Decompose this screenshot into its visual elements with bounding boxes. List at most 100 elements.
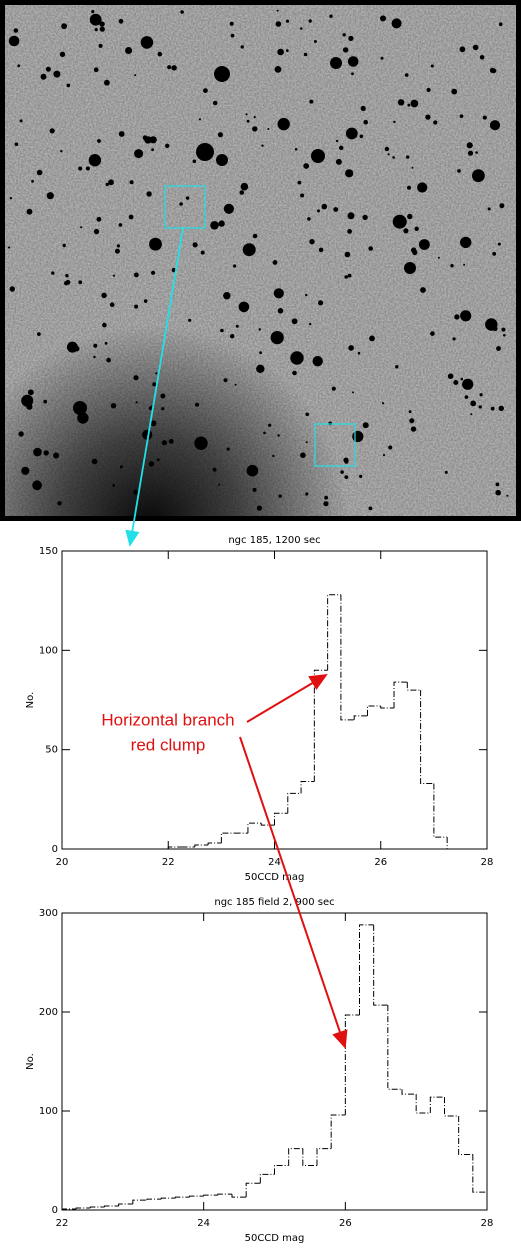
star [297, 180, 302, 185]
y-axis-label: No. [25, 1053, 36, 1070]
histogram-bin [330, 1114, 346, 1149]
x-tick-label: 26 [339, 1218, 352, 1229]
histogram-bin [300, 780, 315, 794]
histogram-bin [344, 1014, 360, 1115]
star [101, 292, 107, 298]
star [256, 364, 265, 373]
star [460, 310, 472, 322]
histogram-bin [444, 1097, 459, 1117]
star [234, 383, 237, 386]
star [156, 458, 160, 462]
histogram-bin [247, 822, 262, 834]
star [96, 216, 102, 222]
histogram-bin [274, 812, 288, 826]
star [404, 262, 416, 274]
star [91, 10, 95, 14]
star [330, 57, 342, 69]
histogram-panel: ngc 185, 1200 sec 20 22 24 26 28 0 50 100 150 50CC… [25, 535, 493, 883]
star [348, 345, 354, 351]
star [309, 322, 312, 326]
star [192, 242, 198, 248]
star [252, 487, 257, 492]
star [60, 150, 63, 153]
star [311, 149, 325, 163]
x-tick-label: 26 [374, 857, 387, 868]
star [151, 148, 155, 152]
star [196, 143, 214, 161]
star [245, 113, 248, 116]
star [348, 35, 354, 42]
star [495, 489, 502, 496]
y-tick-label: 150 [39, 546, 58, 557]
star [433, 120, 438, 125]
star [61, 23, 67, 30]
star [143, 299, 148, 303]
star [387, 153, 390, 156]
star [362, 422, 369, 429]
star [151, 270, 156, 275]
star [479, 55, 485, 60]
star [18, 431, 24, 437]
star [464, 395, 469, 399]
histogram-bin [260, 823, 275, 826]
star [470, 413, 473, 416]
star [497, 242, 501, 246]
star [105, 182, 109, 187]
histogram-bin [288, 1148, 303, 1166]
star [150, 420, 157, 427]
star [417, 182, 428, 193]
histogram-bin [207, 842, 222, 846]
star [430, 331, 435, 336]
histogram-bin [366, 705, 381, 716]
star [347, 56, 359, 67]
star [246, 464, 259, 477]
star [214, 66, 230, 82]
field-arrow [125, 227, 184, 547]
star [89, 13, 102, 26]
star [347, 212, 355, 220]
star [309, 99, 314, 104]
star [460, 236, 472, 249]
star [93, 67, 99, 73]
star [226, 447, 230, 451]
star [498, 22, 503, 27]
star [223, 203, 234, 214]
star [185, 196, 190, 200]
star [345, 127, 358, 140]
star [437, 256, 440, 259]
star [135, 401, 138, 404]
star [489, 67, 496, 73]
star [17, 64, 21, 68]
histogram-bin [327, 594, 341, 671]
star [300, 27, 303, 30]
star [112, 484, 116, 487]
star [149, 136, 157, 144]
star [381, 402, 385, 405]
histogram-bin [146, 1198, 162, 1201]
histogram-bin [61, 1208, 77, 1210]
star [167, 65, 172, 70]
x-tick-label: 28 [481, 857, 494, 868]
annotation-arrow [246, 673, 328, 723]
star [300, 193, 305, 198]
star [203, 88, 208, 93]
star [384, 146, 390, 152]
star [217, 132, 223, 138]
star [392, 156, 395, 159]
star [506, 494, 509, 497]
star [14, 142, 19, 146]
star [229, 21, 234, 26]
star [148, 461, 155, 467]
star [450, 264, 454, 268]
star [309, 239, 315, 245]
x-tick-label: 28 [481, 1218, 494, 1229]
star [368, 246, 374, 251]
star [32, 480, 42, 491]
star [104, 341, 108, 345]
star [149, 237, 162, 251]
histogram-bin [429, 1096, 445, 1113]
histogram-bin [118, 1203, 133, 1207]
star [395, 365, 399, 369]
star [498, 405, 504, 411]
y-tick-label: 300 [39, 908, 58, 919]
